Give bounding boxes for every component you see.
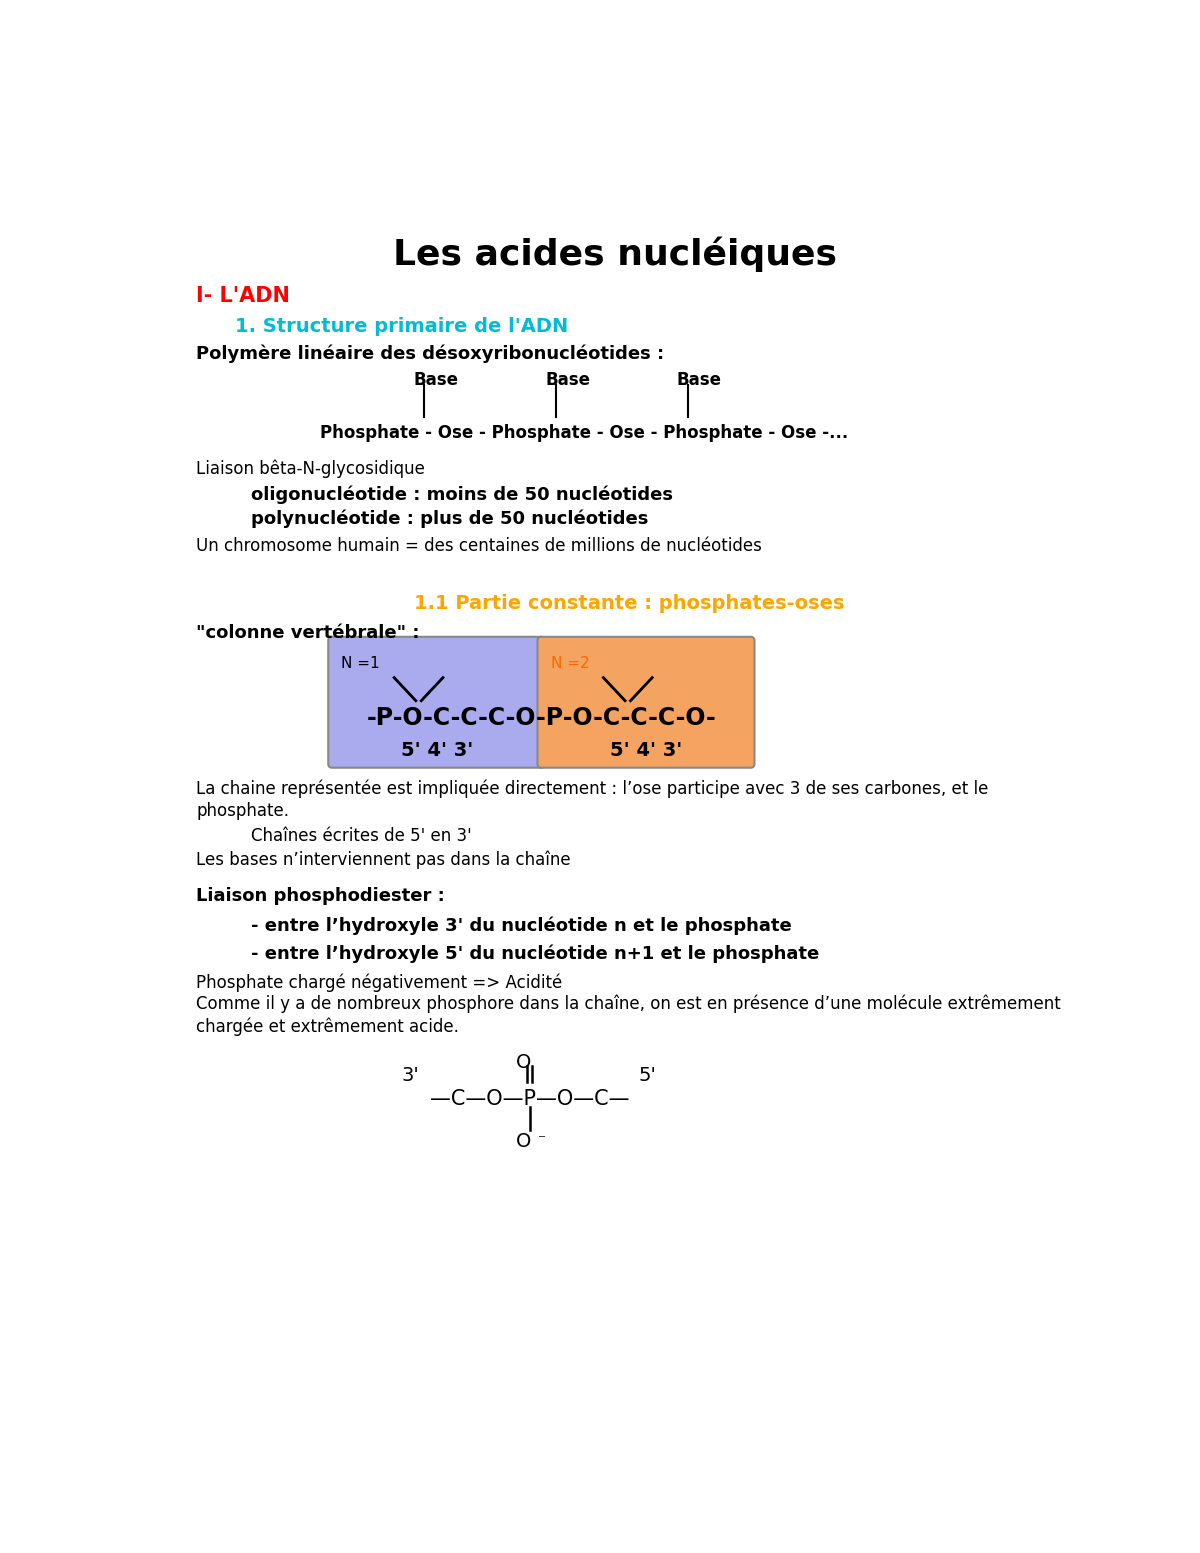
Text: oligonucléotide : moins de 50 nucléotides: oligonucléotide : moins de 50 nucléotide…	[251, 485, 673, 503]
Text: Phosphate - Ose - Phosphate - Ose - Phosphate - Ose -...: Phosphate - Ose - Phosphate - Ose - Phos…	[320, 424, 848, 441]
Text: N =1: N =1	[342, 655, 380, 671]
FancyBboxPatch shape	[538, 637, 755, 767]
Text: ⁻: ⁻	[538, 1132, 546, 1148]
Text: Phosphate chargé négativement => Acidité: Phosphate chargé négativement => Acidité	[197, 974, 563, 992]
Text: Les acides nucléiques: Les acides nucléiques	[394, 236, 838, 272]
Text: 1. Structure primaire de l'ADN: 1. Structure primaire de l'ADN	[235, 317, 569, 337]
Text: 3': 3'	[402, 1067, 420, 1086]
Text: Base: Base	[414, 371, 458, 390]
Text: La chaine représentée est impliquée directement : l’ose participe avec 3 de ses : La chaine représentée est impliquée dire…	[197, 780, 989, 798]
Text: "colonne vertébrale" :: "colonne vertébrale" :	[197, 624, 420, 641]
Text: 5' 4' 3': 5' 4' 3'	[610, 741, 682, 759]
Text: - entre l’hydroxyle 3' du nucléotide n et le phosphate: - entre l’hydroxyle 3' du nucléotide n e…	[251, 916, 792, 935]
Text: Liaison bêta-N-glycosidique: Liaison bêta-N-glycosidique	[197, 460, 425, 478]
Text: O: O	[516, 1132, 532, 1151]
Text: N =2: N =2	[551, 655, 589, 671]
Text: Liaison phosphodiester :: Liaison phosphodiester :	[197, 887, 445, 905]
Text: Chaînes écrites de 5' en 3': Chaînes écrites de 5' en 3'	[251, 828, 472, 845]
Text: Base: Base	[545, 371, 590, 390]
Text: Comme il y a de nombreux phosphore dans la chaîne, on est en présence d’une molé: Comme il y a de nombreux phosphore dans …	[197, 995, 1061, 1014]
Text: chargée et extrêmement acide.: chargée et extrêmement acide.	[197, 1017, 460, 1036]
Text: Polymère linéaire des désoxyribonucléotides :: Polymère linéaire des désoxyribonucléoti…	[197, 345, 665, 363]
Text: Base: Base	[677, 371, 722, 390]
Text: Un chromosome humain = des centaines de millions de nucléotides: Un chromosome humain = des centaines de …	[197, 537, 762, 554]
Text: 5' 4' 3': 5' 4' 3'	[401, 741, 473, 759]
Text: I- L'ADN: I- L'ADN	[197, 286, 290, 306]
Text: 1.1 Partie constante : phosphates-oses: 1.1 Partie constante : phosphates-oses	[414, 595, 844, 613]
Text: —C—O—P—O—C—: —C—O—P—O—C—	[430, 1089, 630, 1109]
Text: 5': 5'	[638, 1067, 656, 1086]
Text: - entre l’hydroxyle 5' du nucléotide n+1 et le phosphate: - entre l’hydroxyle 5' du nucléotide n+1…	[251, 944, 818, 963]
Text: phosphate.: phosphate.	[197, 803, 289, 820]
Text: polynucléotide : plus de 50 nucléotides: polynucléotide : plus de 50 nucléotides	[251, 509, 648, 528]
Text: -P-O-C-C-C-O-P-O-C-C-C-O-: -P-O-C-C-C-O-P-O-C-C-C-O-	[366, 705, 716, 730]
FancyBboxPatch shape	[329, 637, 545, 767]
Text: O: O	[516, 1053, 532, 1072]
Text: Les bases n’interviennent pas dans la chaîne: Les bases n’interviennent pas dans la ch…	[197, 849, 571, 868]
